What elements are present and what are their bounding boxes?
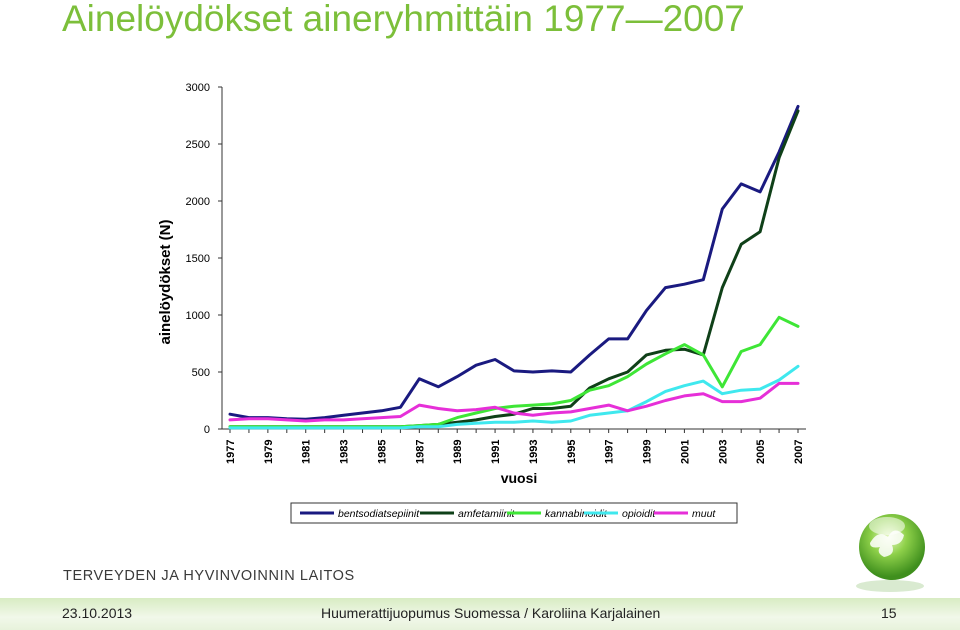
series-line-muut: [228, 381, 800, 423]
y-tick-label: 2000: [186, 196, 210, 208]
slide-title: Ainelöydökset aineryhmittäin 1977—2007: [62, 0, 745, 39]
x-tick-label: 1993: [528, 440, 540, 464]
series-line-bentsodiatsepiinit: [228, 104, 800, 421]
legend-label: kannabinoidit: [545, 508, 608, 520]
legend-label: muut: [692, 508, 716, 520]
y-tick-label: 2500: [186, 139, 210, 151]
x-tick-label: 1995: [566, 440, 578, 464]
thl-logo-icon: [856, 514, 925, 592]
y-tick-label: 0: [204, 424, 210, 436]
series-line-amfetamiinit: [228, 109, 800, 429]
footer-bar: [0, 598, 960, 630]
x-tick-label: 1987: [414, 440, 426, 464]
chart-legend: bentsodiatsepiinit amfetamiinit kannabinoi…: [290, 502, 738, 524]
x-tick-labels: 1977 1979 1981 1983 1985 1987 1989 1991 1993 1995…: [225, 440, 805, 464]
x-tick-label: 1999: [642, 440, 654, 464]
x-tick-label: 1977: [225, 440, 237, 464]
y-tick-label: 500: [192, 367, 210, 379]
x-tick-label: 2001: [679, 440, 691, 464]
x-tick-label: 2007: [793, 440, 805, 464]
page-number: 15: [881, 605, 897, 621]
x-tick-label: 1991: [490, 440, 502, 464]
x-axis-label: vuosi: [501, 470, 538, 486]
footer-caption: Huumerattijuopumus Suomessa / Karoliina …: [321, 605, 661, 621]
y-tick-label: 1000: [186, 310, 210, 322]
x-tick-label: 2005: [755, 440, 767, 464]
y-tick-labels: 0 500 1000 1500 2000 2500 3000: [186, 82, 210, 436]
organization-name: TERVEYDEN JA HYVINVOINNIN LAITOS: [63, 568, 355, 584]
legend-label: amfetamiinit: [458, 508, 516, 520]
x-tick-label: 1989: [452, 440, 464, 464]
y-tick-label: 1500: [186, 253, 210, 265]
y-axis-label: ainelöydökset (N): [157, 219, 174, 344]
x-tick-label: 1997: [604, 440, 616, 464]
x-tick-label: 1979: [263, 440, 275, 464]
x-tick-label: 1985: [376, 440, 388, 464]
x-tick-label: 2003: [717, 440, 729, 464]
legend-label: bentsodiatsepiinit: [338, 508, 420, 520]
y-tick-label: 3000: [186, 82, 210, 94]
x-tick-label: 1983: [339, 440, 351, 464]
x-tick-label: 1981: [301, 440, 313, 464]
chart-series-lines: [228, 104, 800, 430]
footer-date: 23.10.2013: [62, 605, 133, 621]
legend-label: opioidit: [622, 508, 656, 520]
series-line-opioidit: [228, 364, 800, 430]
